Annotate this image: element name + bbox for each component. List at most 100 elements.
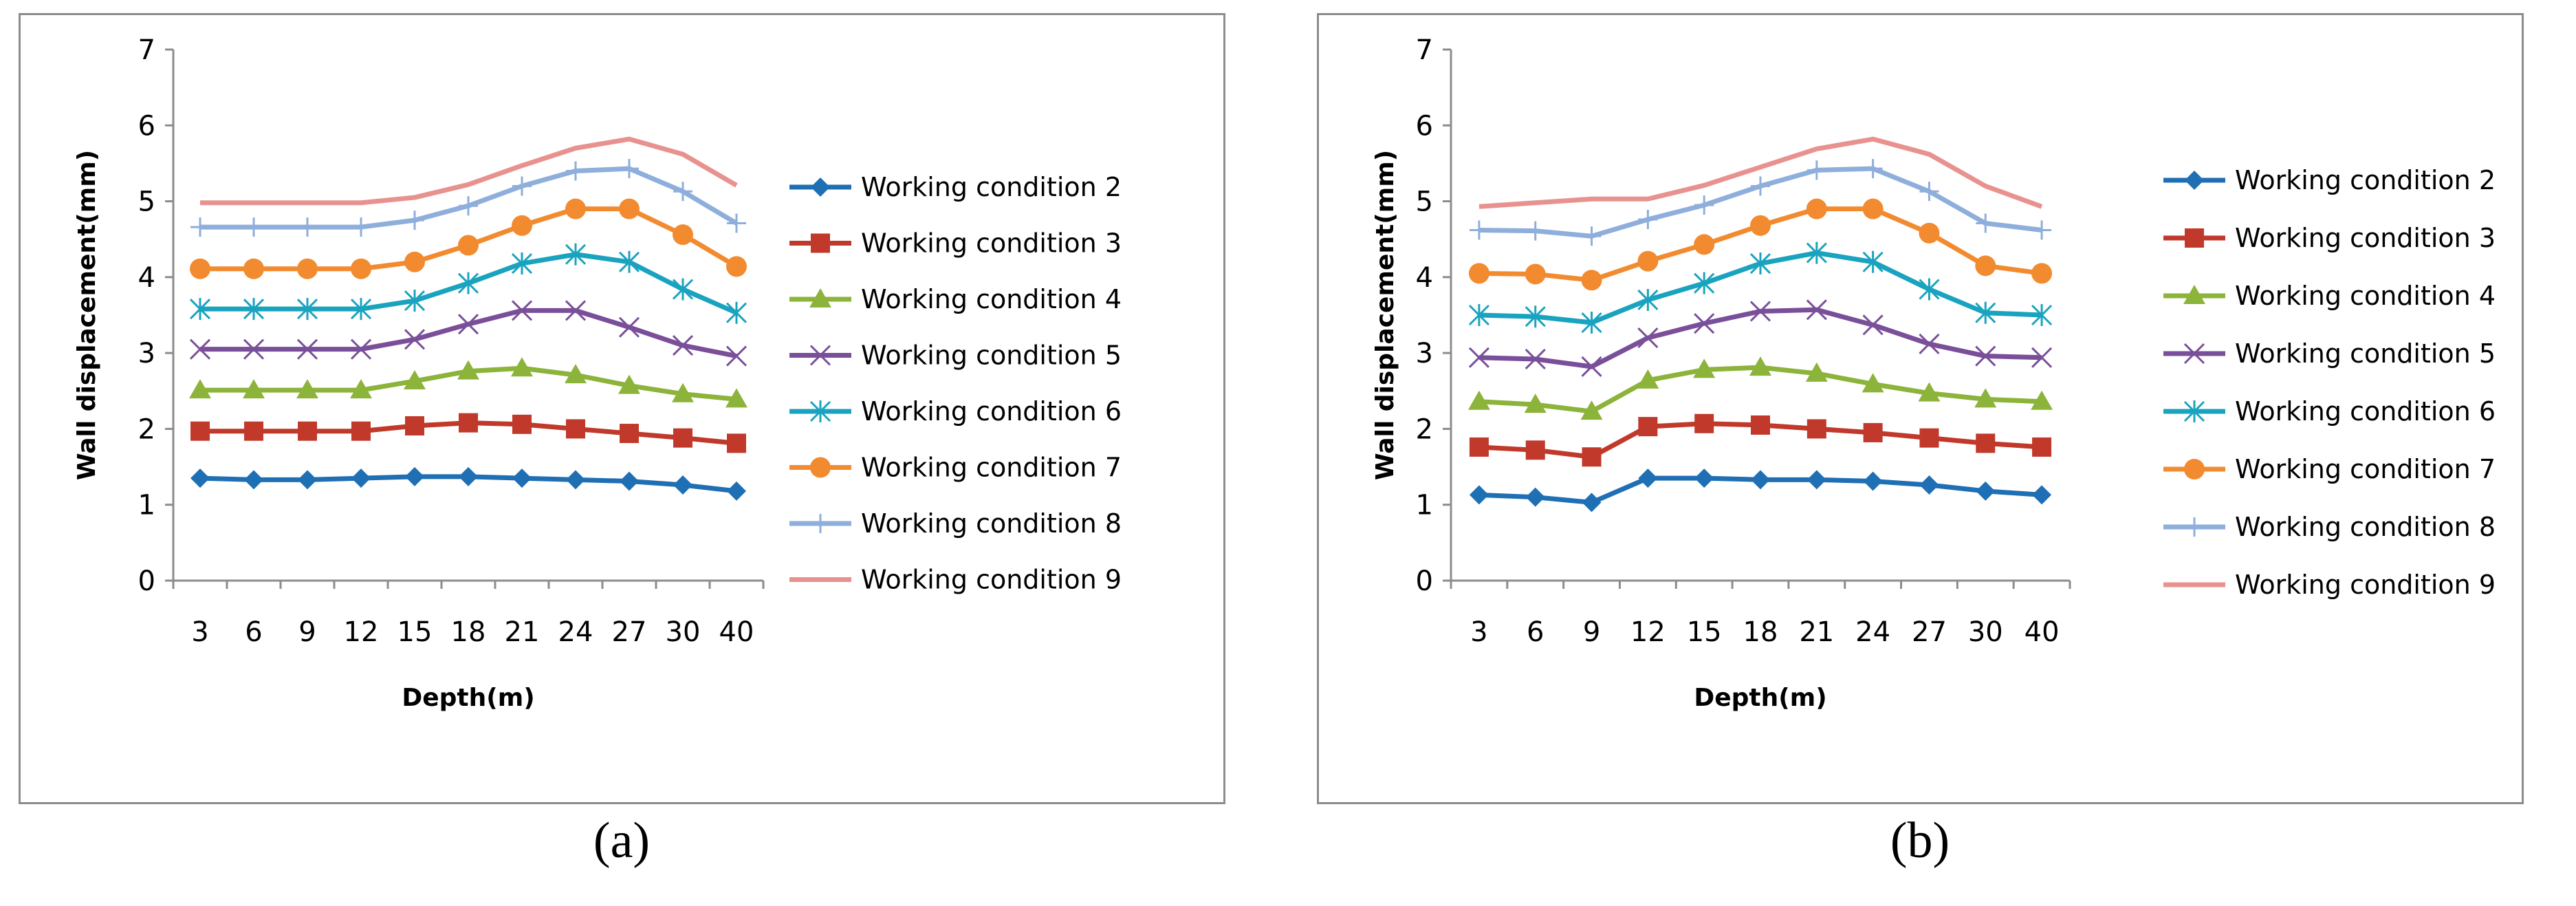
caption-a: (a): [593, 812, 651, 869]
chart-b-legend-label: Working condition 4: [2235, 281, 2496, 311]
chart-a-series-8-point: [190, 217, 210, 237]
chart-a-series-2-point: [459, 466, 478, 486]
chart-b-series-6-point: [1975, 301, 1996, 324]
chart-a-y-tick-label: 3: [138, 338, 155, 369]
chart-b-series-3-point: [1976, 433, 1996, 453]
chart-b-series-2-point: [1694, 468, 1714, 488]
chart-a-series-7: [190, 198, 747, 279]
chart-b-x-tick-label: 18: [1743, 616, 1778, 648]
chart-a-x-tick-label: 3: [191, 616, 208, 648]
chart-b-legend-marker: [2185, 171, 2204, 190]
chart-b-y-axis-title: Wall displacement(mm): [1371, 150, 1399, 480]
chart-b-legend-entry: Working condition 3: [2163, 223, 2496, 253]
chart-b-series-2-point: [1525, 487, 1545, 507]
chart-b-series-4-point: [1467, 390, 1490, 410]
chart-b-x-tick-label: 21: [1799, 616, 1834, 648]
chart-a-legend-entry: Working condition 9: [789, 565, 1122, 595]
chart-b-series-4-point: [1862, 373, 1884, 393]
chart-b-series-3-point: [1582, 447, 1602, 467]
chart-b-legend-label: Working condition 6: [2235, 396, 2496, 427]
chart-b-legend-entry: Working condition 2: [2163, 165, 2496, 195]
chart-a-legend-label: Working condition 4: [861, 284, 1122, 314]
chart-b-series-4-point: [1693, 358, 1716, 378]
chart-a-series-8-point: [566, 161, 585, 181]
chart-b-series-8-point: [1694, 195, 1714, 215]
chart-a-series-8-point: [298, 217, 317, 237]
chart-b-series-9-line: [1478, 136, 2043, 209]
chart-b-x-tick-label: 30: [1968, 616, 2003, 648]
chart-a-legend-marker: [809, 400, 831, 422]
chart-a-legend-label: Working condition 5: [861, 341, 1122, 371]
chart-a-x-tick-label: 24: [558, 616, 593, 648]
chart-a-series-3-point: [512, 414, 532, 434]
chart-b-series-2-point: [1863, 471, 1883, 491]
chart-a-series-8-point: [459, 196, 478, 216]
chart-a-series-6-point: [565, 243, 587, 266]
chart-a-series-6-point: [618, 250, 640, 273]
chart-b-legend-label: Working condition 2: [2235, 165, 2496, 195]
chart-a-legend-entry: Working condition 5: [789, 341, 1122, 371]
chart-a-series-3-point: [244, 421, 263, 441]
chart-a-y-axis-title: Wall displacement(mm): [73, 150, 101, 480]
chart-b-series-6-point: [1749, 252, 1771, 275]
chart-a-series-4-point: [189, 379, 211, 399]
chart-b-y-tick-label: 0: [1416, 565, 1433, 597]
chart-a-y-tick-label: 6: [138, 110, 155, 142]
chart-a-series-3-point: [405, 416, 424, 436]
chart-a-legend-entry: Working condition 4: [789, 284, 1122, 314]
chart-b-series-4-point: [2031, 390, 2053, 410]
chart-a-series-3-point: [351, 421, 371, 441]
chart-b-series-6-point: [2031, 304, 2053, 326]
chart-a-series-5-point: [243, 338, 265, 360]
chart-a-series-4-point: [350, 379, 372, 399]
chart-b-series-3-point: [1863, 422, 1883, 442]
chart-b-series-7-point: [1806, 198, 1827, 219]
chart-b-series-7-point: [1862, 198, 1884, 219]
chart-a-series-8-point: [351, 217, 371, 237]
chart-b-series-2-point: [1638, 468, 1658, 488]
chart-a-series-2-point: [673, 475, 692, 495]
chart-a-x-tick-label: 15: [397, 616, 433, 648]
chart-a-series-5-point: [404, 329, 426, 350]
chart-b-series-5-point: [1525, 348, 1546, 370]
chart-b-y-tick-label: 2: [1416, 413, 1433, 445]
chart-a-x-axis-title: Depth(m): [402, 684, 534, 712]
chart-b-series-6-point: [1637, 288, 1659, 311]
chart-a-series-5-point: [672, 335, 694, 356]
chart-b-series-5-point: [1637, 327, 1659, 349]
chart-a-series-2-point: [298, 470, 317, 490]
chart-b-x-tick-label: 6: [1527, 616, 1544, 648]
chart-a-series-2: [190, 466, 746, 501]
chart-b-legend-label: Working condition 5: [2235, 338, 2496, 369]
chart-b-series-3-point: [1638, 417, 1658, 437]
chart-a-series-4-point: [511, 357, 533, 377]
chart-a-legend-entry: Working condition 3: [789, 228, 1122, 259]
chart-a-series-6-point: [725, 301, 747, 324]
chart-b-y-tick-label: 7: [1416, 34, 1433, 66]
chart-a-series-7-point: [512, 215, 532, 236]
chart-b-series-2-point: [1976, 481, 1996, 501]
chart-a-legend-entry: Working condition 2: [789, 172, 1122, 202]
chart-a-series-6-point: [189, 298, 211, 321]
chart-b-series-6-point: [1919, 278, 1940, 301]
chart-b-series-3-point: [2032, 437, 2052, 457]
chart-a-series-7-point: [404, 251, 425, 272]
chart-a-series-2-point: [244, 470, 263, 490]
chart-a-legend-label: Working condition 9: [861, 565, 1122, 595]
chart-a-legend-label: Working condition 6: [861, 396, 1122, 427]
chart-a-series-6-point: [350, 298, 372, 321]
chart-a-series-7-point: [458, 235, 479, 256]
chart-a-legend-label: Working condition 2: [861, 172, 1122, 202]
chart-a-series-5-point: [725, 345, 747, 367]
chart-panel-a: 0 1 2 3 4 5 6 7 3 6 9 12 15 18 21 24 27 30 40 Depth(m) Wall …: [19, 13, 1225, 804]
chart-a-series-2-point: [190, 468, 210, 488]
chart-b-y-tick-label: 5: [1416, 186, 1433, 218]
chart-a-series-8-point: [620, 159, 639, 179]
chart-b-legend-entry: Working condition 5: [2163, 338, 2496, 369]
chart-a-series-4-point: [618, 374, 640, 394]
chart-a-series-4-point: [457, 360, 479, 380]
chart-b-series-5-point: [1581, 356, 1602, 378]
chart-a-series-3-point: [190, 421, 210, 441]
chart-b-series-8-point: [1638, 210, 1658, 230]
chart-a-x-tick-label: 27: [612, 616, 647, 648]
